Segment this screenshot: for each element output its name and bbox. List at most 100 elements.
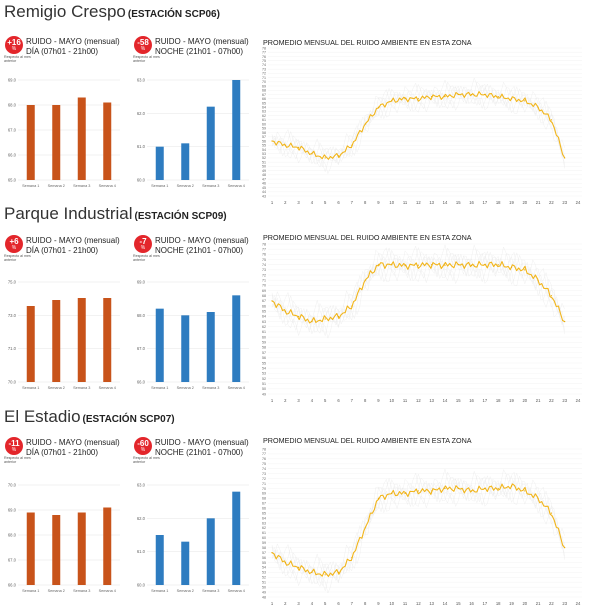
bar — [52, 300, 61, 382]
y-tick-label: 77 — [262, 247, 266, 251]
y-tick-label: 65 — [262, 101, 266, 105]
y-tick-label: 61 — [262, 330, 266, 334]
x-tick-label: 17 — [483, 601, 488, 606]
hour-point — [497, 264, 499, 266]
y-tick-label: 63 — [262, 320, 266, 324]
x-tick-label: 14 — [443, 601, 448, 606]
x-tick-label: 8 — [364, 200, 367, 205]
x-tick-label: 5 — [324, 398, 327, 403]
background-line — [271, 257, 565, 339]
hour-point — [470, 490, 473, 492]
y-tick-label: 69.0 — [8, 78, 17, 83]
y-tick-label: 75 — [262, 258, 266, 262]
x-tick-label: Semana 3 — [73, 184, 90, 188]
day-badge-note: Respecto al mes anterior — [4, 254, 31, 262]
y-tick-label: 66 — [262, 97, 266, 101]
hour-point — [431, 490, 433, 492]
y-tick-label: 73.0 — [8, 313, 17, 318]
y-tick-label: 60 — [262, 335, 266, 339]
hour-point — [510, 266, 513, 268]
x-tick-label: 17 — [483, 398, 488, 403]
average-noise-line — [271, 91, 566, 160]
y-tick-label: 70.0 — [8, 380, 17, 385]
y-tick-label: 68 — [262, 89, 266, 93]
hour-point — [470, 93, 473, 96]
y-tick-label: 43 — [262, 194, 266, 198]
y-tick-label: 71 — [262, 482, 266, 486]
y-tick-label: 59 — [262, 341, 266, 345]
station-title: Parque Industrial (ESTACIÓN SCP09) — [4, 204, 227, 224]
hour-point — [431, 264, 433, 266]
background-line — [271, 244, 565, 324]
x-tick-label: 4 — [311, 398, 314, 403]
x-tick-label: 8 — [364, 398, 367, 403]
x-tick-label: 19 — [509, 601, 514, 606]
y-tick-label: 57 — [262, 135, 266, 139]
bar — [52, 515, 61, 585]
day-chart-label: RUIDO - MAYO (mensual) DÍA (07h01 - 21h00… — [26, 438, 120, 457]
y-tick-label: 52 — [262, 377, 266, 381]
y-tick-label: 77 — [262, 452, 266, 456]
station-name: El Estadio — [4, 407, 81, 426]
x-tick-label: 3 — [297, 601, 300, 606]
y-tick-label: 68.0 — [8, 103, 17, 108]
hour-point — [564, 320, 566, 323]
bar — [26, 306, 35, 382]
y-tick-label: 73 — [262, 472, 266, 476]
y-tick-label: 69 — [262, 492, 266, 496]
x-tick-label: 23 — [562, 601, 567, 606]
x-tick-label: 15 — [456, 601, 461, 606]
y-tick-label: 66 — [262, 507, 266, 511]
trend-line-chart: 7877767574737271706968676665646362616059… — [262, 242, 582, 403]
station-title: Remigio Crespo (ESTACIÓN SCP06) — [4, 2, 220, 22]
y-tick-label: 66.0 — [8, 583, 17, 588]
y-tick-label: 72 — [262, 477, 266, 481]
background-line — [271, 468, 565, 578]
hour-point — [564, 547, 566, 549]
x-tick-label: 19 — [509, 398, 514, 403]
night-badge-note: Respecto al mes anterior — [133, 254, 160, 262]
x-tick-label: 13 — [429, 601, 434, 606]
x-tick-label: 11 — [403, 200, 408, 205]
x-tick-label: 6 — [337, 601, 340, 606]
day-chart-label: RUIDO - MAYO (mensual) DÍA (07h01 - 21h00… — [26, 236, 120, 255]
y-tick-label: 78 — [262, 46, 266, 50]
x-tick-label: 18 — [496, 601, 501, 606]
x-tick-label: 9 — [377, 601, 380, 606]
night-change-badge: -58% — [134, 36, 152, 54]
day-bar-chart: 69.0 68.0 67.0 66.0 65.0 Semana 1 Semana 2 Sema… — [8, 78, 120, 188]
y-tick-label: 51 — [262, 382, 266, 386]
day-badge-note: Respecto al mes anterior — [4, 55, 31, 63]
x-tick-label: 10 — [389, 601, 394, 606]
station-remigio-crespo: Remigio Crespo (ESTACIÓN SCP06) +16% Resp… — [0, 0, 600, 205]
hour-point — [337, 155, 340, 157]
station-code: (ESTACIÓN SCP09) — [134, 211, 227, 222]
x-tick-label: 1 — [271, 200, 274, 205]
x-tick-label: Semana 4 — [99, 589, 116, 593]
y-tick-label: 61.0 — [137, 549, 146, 554]
hour-point — [484, 93, 486, 96]
y-tick-label: 62.0 — [137, 516, 146, 521]
y-tick-label: 67 — [262, 502, 266, 506]
x-tick-label: 1 — [271, 601, 274, 606]
hour-point — [510, 485, 513, 487]
hour-point — [364, 279, 366, 281]
y-tick-label: 74 — [262, 263, 266, 267]
x-tick-label: Semana 3 — [202, 386, 219, 390]
y-tick-label: 74 — [262, 63, 266, 67]
y-tick-label: 74 — [262, 467, 266, 471]
trend-line-chart: 7877767574737271706968676665646362616059… — [262, 447, 582, 606]
x-tick-label: 7 — [351, 601, 354, 606]
y-tick-label: 55 — [262, 361, 266, 365]
bar — [155, 308, 164, 382]
y-tick-label: 70 — [262, 487, 266, 491]
y-tick-label: 65 — [262, 511, 266, 515]
x-tick-label: 24 — [576, 200, 581, 205]
hour-point — [364, 527, 366, 529]
night-bar-chart: 63.0 62.0 61.0 60.0 Semana 1 Semana 2 Semana 3… — [137, 483, 249, 593]
x-tick-label: Semana 4 — [99, 184, 116, 188]
bar — [232, 80, 241, 180]
y-tick-label: 59 — [262, 541, 266, 545]
bar — [232, 295, 241, 382]
x-tick-label: 7 — [351, 200, 354, 205]
